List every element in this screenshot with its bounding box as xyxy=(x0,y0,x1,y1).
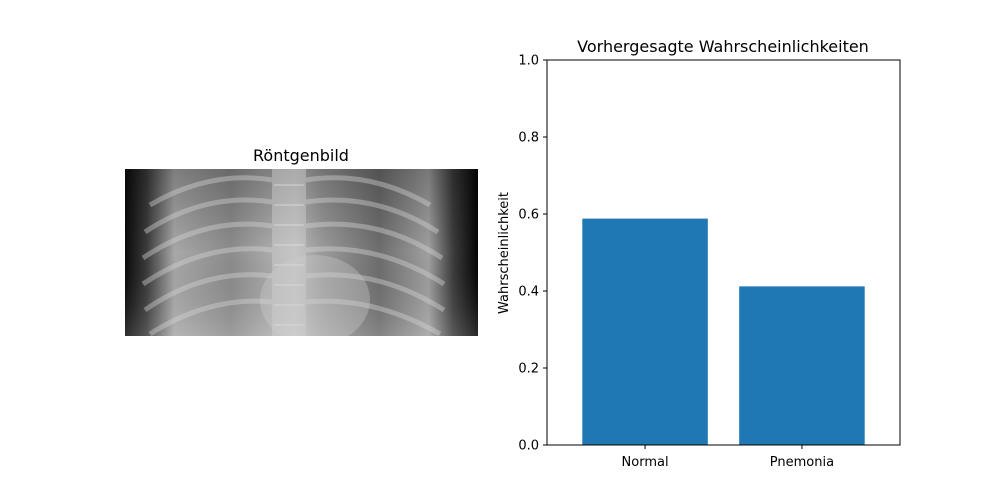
x-ticks: Normal Pnemonia xyxy=(622,445,834,470)
y-tick-label: 0.4 xyxy=(518,285,539,300)
xray-image xyxy=(125,169,478,336)
y-ticks: 0.0 0.2 0.4 0.6 0.8 1.0 xyxy=(518,54,547,454)
y-tick-label: 0.0 xyxy=(518,439,539,454)
y-tick-label: 1.0 xyxy=(518,54,539,69)
y-tick-label: 0.2 xyxy=(518,362,539,377)
y-axis-label: Wahrscheinlichkeit xyxy=(497,192,512,314)
y-tick-label: 0.8 xyxy=(518,131,539,146)
chart-title: Vorhergesagte Wahrscheinlichkeiten xyxy=(577,37,869,56)
y-tick-label: 0.6 xyxy=(518,208,539,223)
bar-chart: Vorhergesagte Wahrscheinlichkeiten Wahrs… xyxy=(497,37,901,470)
plot-frame xyxy=(546,59,901,446)
bar-normal xyxy=(582,218,708,445)
bar-pnemonia xyxy=(739,286,865,445)
x-tick-label: Pnemonia xyxy=(770,455,834,470)
bars xyxy=(582,218,865,445)
x-tick-label: Normal xyxy=(622,455,669,470)
image-title: Röntgenbild xyxy=(253,146,349,165)
